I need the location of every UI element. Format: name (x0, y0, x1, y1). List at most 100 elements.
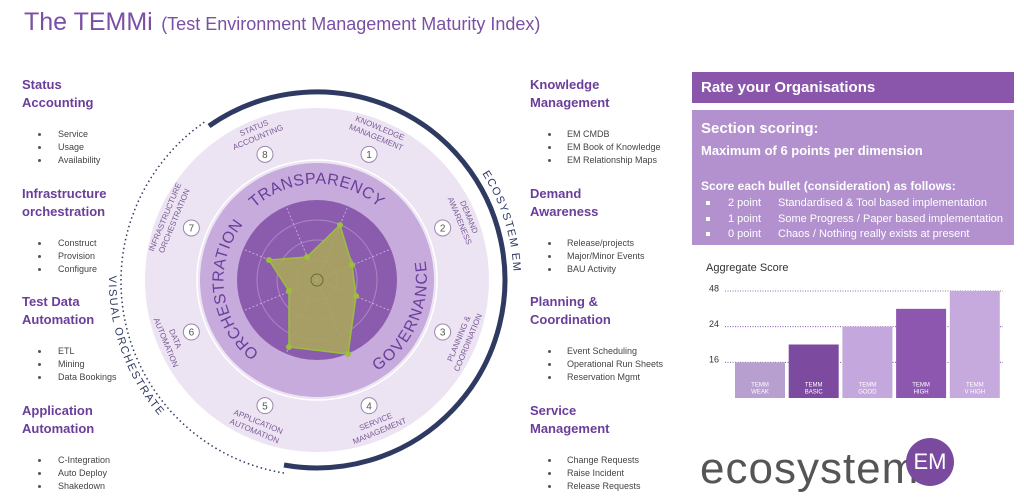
bullet-text: Shakedown (58, 480, 106, 491)
subtitle: (Test Environment Management Maturity In… (161, 14, 541, 34)
bullet-dot (38, 363, 41, 366)
bullet-dot (38, 471, 41, 475)
segment-number: 4 (366, 401, 372, 412)
bullet-text: Release/projects (567, 237, 635, 248)
bullet-dot (38, 376, 41, 379)
chart-title: Aggregate Score (706, 262, 789, 274)
segment-number: 3 (440, 328, 446, 339)
bullet-dot (548, 133, 551, 136)
dimension-title: Test Data Automation (22, 294, 95, 327)
bullet-dot (548, 484, 551, 488)
bullet-dot (38, 254, 41, 258)
dimension-title: Infrastructure orchestration (22, 185, 107, 219)
bullet-text: Provision (58, 250, 96, 261)
bar (788, 344, 839, 398)
bullet-dot (38, 458, 41, 462)
radar-center (310, 273, 324, 287)
segment-number-badge (256, 145, 274, 163)
x-tick-label: WEAK (751, 390, 769, 396)
x-tick-label: TEMM (805, 383, 823, 389)
instruction-text: Score each bullet (consideration) as fol… (701, 179, 956, 193)
section-title: Section scoring: (701, 120, 819, 137)
y-tick-label: 16 (709, 355, 719, 365)
dimension-title: Service Management (530, 402, 610, 436)
bullet-dot (38, 159, 41, 162)
level-points: 1 point (728, 212, 762, 225)
bullet-dot (38, 241, 41, 245)
bar (949, 291, 1000, 398)
segment-number-badge (360, 145, 378, 163)
x-tick-label: TEMM (912, 383, 930, 389)
x-tick-label: HIGH (914, 390, 929, 396)
segment-number: 7 (189, 224, 195, 235)
bullet-dot (548, 363, 551, 366)
segment-number-badge (434, 323, 452, 341)
bullet-text: Data Bookings (58, 372, 117, 382)
bullet-dot (38, 146, 41, 149)
segment-number: 8 (262, 150, 268, 161)
outer-arc (207, 89, 508, 471)
level-marker (706, 232, 710, 236)
y-tick-label: 24 (709, 319, 719, 329)
dimension-title: Demand Awareness (530, 185, 599, 219)
bullet-text: EM CMDB (567, 129, 610, 139)
rating-title: Rate your Organisations (701, 79, 876, 96)
ring-line (196, 159, 438, 401)
maximum-text: Maximum of 6 points per dimension (701, 143, 923, 158)
header: The TEMMi (Test Environment Management M… (24, 8, 540, 37)
bar (735, 362, 785, 398)
dimension-title: Planning & Coordination (530, 294, 611, 327)
bullet-dot (548, 376, 551, 379)
bullet-dot (548, 159, 551, 162)
level-marker (706, 216, 710, 221)
bullet-text: Configure (58, 263, 98, 274)
dimension-title: Application Automation (22, 402, 95, 436)
bullet-text: Reservation Mgmt (567, 372, 641, 382)
x-tick-label: TEMM (751, 383, 769, 389)
bullet-text: EM Book of Knowledge (567, 142, 661, 152)
level-points: 0 point (728, 228, 762, 240)
bullet-text: Operational Run Sheets (567, 359, 664, 369)
segment-number: 5 (262, 401, 268, 412)
level-description: Chaos / Nothing really exists at present (778, 228, 970, 240)
bullet-dot (548, 267, 551, 271)
bullet-dot (548, 471, 551, 475)
logo-badge: EM (906, 438, 954, 486)
rating-header: Rate your Organisations (692, 72, 1014, 103)
segment-number: 2 (440, 224, 446, 235)
radar-points (266, 222, 359, 357)
bullet-text: BAU Activity (567, 263, 617, 274)
bullet-text: EM Relationship Maps (567, 155, 658, 165)
segment-number-badge (256, 397, 274, 415)
bullet-dot (548, 146, 551, 149)
bullet-dot (38, 267, 41, 271)
segment-number-badge (360, 397, 378, 415)
level-description: Some Progress / Paper based implementati… (778, 212, 1004, 225)
bar (896, 308, 947, 398)
bullet-dot (548, 254, 551, 258)
level-points: 2 point (728, 197, 762, 209)
bullet-text: ETL (58, 346, 75, 356)
bullet-dot (38, 133, 41, 136)
title: The TEMMi (24, 8, 153, 36)
y-tick-label: 48 (709, 283, 719, 293)
segment-number: 6 (189, 328, 195, 339)
level-description: Standardised & Tool based implementation (778, 197, 987, 209)
bullet-text: Construct (58, 237, 97, 248)
x-tick-label: V HIGH (964, 390, 985, 396)
bullet-dot (38, 350, 41, 353)
bar (842, 326, 893, 398)
bullet-text: Release Requests (567, 480, 641, 491)
bullet-dot (548, 458, 551, 462)
bullet-text: Availability (58, 155, 101, 165)
segment-number-badge (182, 219, 200, 237)
bullet-dot (38, 484, 41, 488)
logo-text: ecosystem (700, 444, 920, 493)
segment-number: 1 (366, 150, 372, 161)
bullet-text: Event Scheduling (567, 346, 638, 356)
x-tick-label: TEMM (966, 383, 984, 389)
bullet-text: Usage (58, 142, 85, 152)
bullet-text: Raise Incident (567, 467, 625, 478)
